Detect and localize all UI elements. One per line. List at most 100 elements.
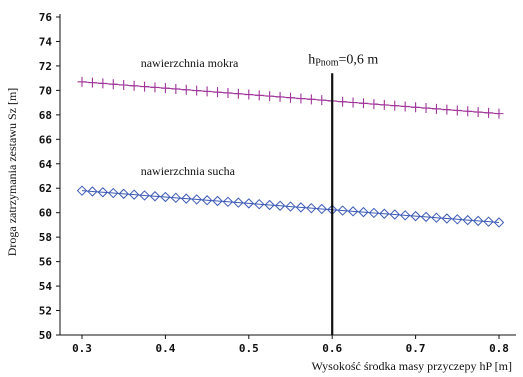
series-layer: nawierzchnia mokra nawierzchnia sucha	[76, 56, 505, 228]
data-point	[400, 101, 410, 112]
data-point	[181, 84, 191, 95]
data-point	[233, 88, 243, 99]
data-point	[368, 207, 380, 219]
data-point	[170, 192, 182, 204]
data-point	[462, 214, 473, 226]
data-point	[306, 202, 317, 214]
x-tick-label: 0.3	[72, 342, 92, 355]
y-tick-label: 52	[39, 305, 52, 318]
y-tick-label: 74	[39, 35, 53, 48]
data-point	[192, 85, 202, 96]
data-point	[421, 103, 431, 114]
y-tick-label: 72	[39, 60, 52, 73]
data-point	[285, 201, 296, 212]
data-point	[76, 185, 88, 196]
data-point	[493, 217, 505, 228]
data-point	[118, 188, 129, 200]
data-point	[108, 187, 119, 199]
data-point	[452, 105, 462, 116]
data-point	[264, 199, 275, 211]
y-tick-label: 58	[39, 231, 52, 244]
x-tick-label: 0.4	[155, 342, 175, 355]
y-tick-label: 54	[39, 280, 53, 293]
series-dry: nawierzchnia sucha	[76, 164, 505, 228]
data-point	[274, 200, 286, 211]
data-point	[410, 210, 421, 222]
series-line	[81, 190, 500, 223]
data-point	[129, 80, 139, 91]
data-point	[452, 214, 463, 225]
data-point	[140, 81, 150, 92]
data-point	[390, 100, 400, 111]
data-point	[191, 194, 202, 205]
data-point	[97, 187, 109, 198]
data-point	[119, 80, 129, 91]
data-point	[348, 97, 358, 108]
x-tick-label: 0.5	[239, 342, 259, 355]
data-point	[139, 190, 150, 201]
data-point	[181, 193, 192, 204]
y-tick-label: 66	[39, 133, 53, 146]
y-axis-label: Droga zatrzymania zestawu Sz [m]	[5, 88, 19, 257]
y-tick-label: 64	[39, 158, 53, 171]
data-point	[223, 87, 233, 98]
data-point	[369, 99, 379, 110]
series-label: nawierzchnia sucha	[141, 164, 236, 178]
y-tick-label: 76	[39, 11, 53, 24]
data-point	[171, 83, 181, 94]
data-point	[108, 79, 118, 90]
data-point	[463, 106, 473, 117]
y-tick-label: 70	[39, 84, 52, 97]
y-tick-label: 60	[39, 207, 52, 220]
data-point	[347, 206, 359, 217]
plot-frame	[59, 14, 516, 336]
data-point	[473, 107, 483, 118]
x-tick-labels: 0.3 0.4 0.5 0.6 0.7 0.8	[72, 335, 509, 355]
data-point	[483, 216, 494, 227]
data-point	[358, 98, 368, 109]
data-point	[98, 78, 108, 89]
data-point	[379, 208, 390, 219]
data-point	[77, 76, 87, 87]
data-point	[431, 103, 441, 114]
x-tick-label: 0.6	[322, 342, 342, 355]
data-point	[160, 191, 171, 203]
data-point	[494, 108, 504, 119]
data-point	[358, 206, 369, 218]
series-label: nawierzchnia mokra	[141, 56, 239, 70]
data-point	[160, 83, 170, 94]
data-point	[222, 196, 234, 208]
y-tick-label: 56	[39, 256, 53, 269]
data-point	[389, 209, 400, 220]
data-point	[87, 186, 98, 197]
x-tick-label: 0.8	[489, 342, 509, 355]
y-tick-label: 50	[39, 329, 52, 342]
data-point	[399, 210, 411, 221]
data-point	[150, 82, 160, 93]
x-axis-label: Wysokość środka masy przyczepy hP [m]	[312, 359, 512, 373]
data-point	[202, 86, 212, 97]
data-point	[306, 94, 316, 105]
data-point	[431, 212, 442, 223]
data-point	[212, 195, 223, 207]
data-point	[244, 89, 254, 100]
data-point	[213, 87, 223, 98]
data-point	[128, 189, 140, 200]
data-point	[201, 195, 213, 206]
data-point	[484, 107, 494, 118]
data-point	[254, 198, 265, 210]
data-point	[149, 191, 161, 202]
data-point	[295, 202, 307, 213]
series-wet: nawierzchnia mokra	[77, 56, 504, 119]
data-point	[316, 203, 327, 215]
x-tick-label: 0.7	[406, 342, 426, 355]
data-point	[420, 211, 432, 223]
data-point	[286, 92, 295, 103]
y-tick-labels: 50 52 54 56 58 60 62 64 66 68 70 72 74 76	[39, 11, 60, 342]
data-point	[441, 213, 453, 224]
data-point	[379, 99, 389, 110]
y-tick-label: 68	[39, 109, 52, 122]
data-point	[275, 91, 285, 102]
y-tick-label: 62	[39, 182, 52, 195]
